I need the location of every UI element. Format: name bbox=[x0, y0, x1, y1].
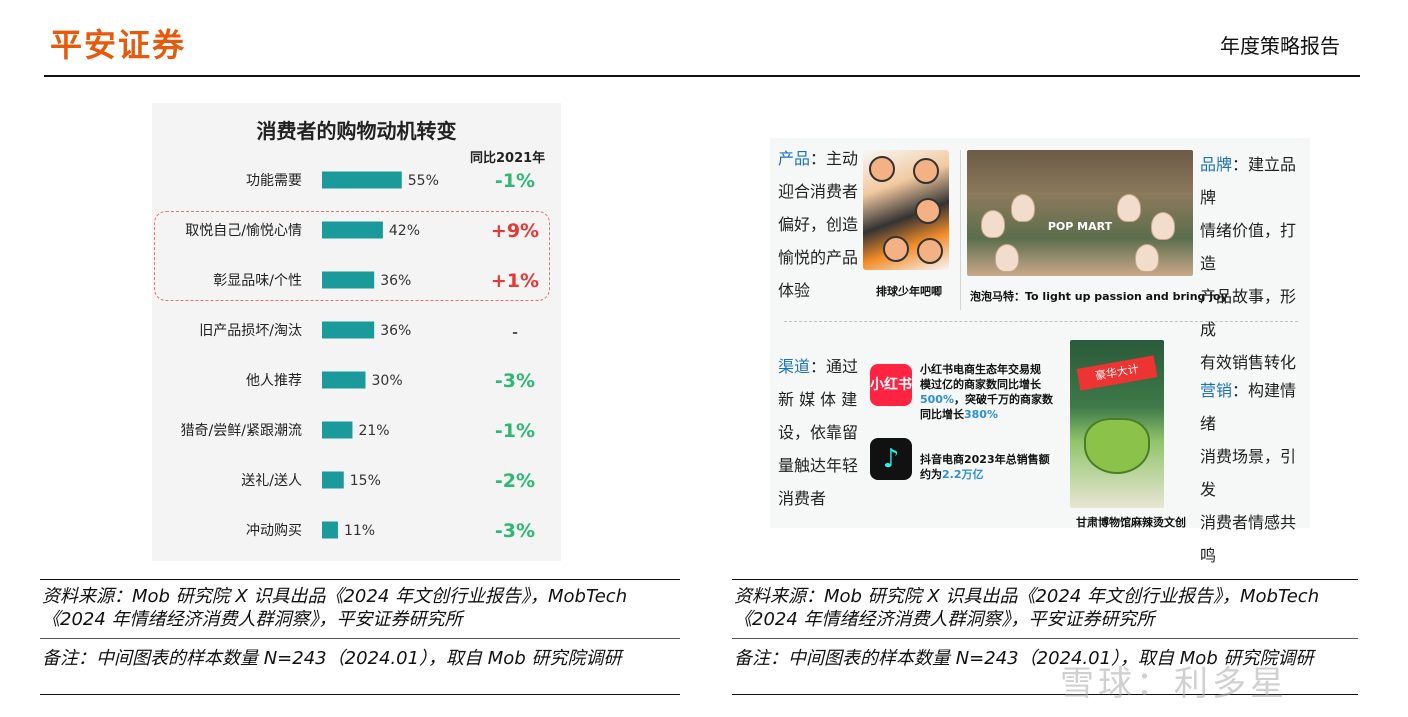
popmart-caption: 泡泡马特：To light up passion and bring joy bbox=[970, 290, 1228, 303]
category-label: 取悦自己/愉悦心情 bbox=[185, 223, 302, 239]
product-line: 偏好，创造 bbox=[778, 215, 859, 234]
bar bbox=[322, 221, 383, 239]
header-divider bbox=[44, 75, 1360, 77]
category-label: 送礼/送人 bbox=[241, 473, 302, 489]
category-label: 猎奇/尝鲜/紧跟潮流 bbox=[181, 422, 302, 439]
footnote-divider bbox=[732, 638, 1358, 639]
channel-label: 渠道 bbox=[778, 357, 811, 376]
panel-vertical-divider bbox=[960, 150, 961, 310]
channel-line: ：通过 bbox=[810, 357, 859, 376]
brand-logo: 平安证券 bbox=[50, 26, 187, 64]
stat-line: 约为 bbox=[920, 468, 942, 481]
channel-line: 设，依靠留 bbox=[778, 423, 859, 442]
value-label: 36% bbox=[380, 273, 411, 289]
douyin-stats: 抖音电商2023年总销售额 约为2.2万亿 bbox=[920, 452, 1070, 482]
stat-highlight: 2.2万亿 bbox=[942, 468, 984, 481]
value-label: 30% bbox=[372, 373, 403, 389]
value-label: 15% bbox=[350, 473, 381, 489]
bar bbox=[322, 371, 366, 389]
brand-line: 产品故事，形成 bbox=[1200, 287, 1297, 339]
product-description: 产品：主动 迎合消费者 偏好，创造 愉悦的产品 体验 bbox=[778, 142, 868, 307]
watermark: 雪球：利多星 bbox=[1060, 664, 1288, 704]
product-label: 产品 bbox=[778, 149, 811, 168]
product-banner: 豪华大计 bbox=[1076, 355, 1158, 391]
marketing-line: 消费者情感共鸣 bbox=[1200, 513, 1297, 565]
yoy-change-label: -3% bbox=[495, 370, 535, 392]
brand-line: 有效销售转化 bbox=[1200, 353, 1297, 372]
stat-line: 抖音电商2023年总销售额 bbox=[920, 453, 1050, 466]
yoy-change-label: -1% bbox=[495, 170, 535, 192]
left-source-note: 资料来源：Mob 研究院 X 识具出品《2024 年文创行业报告》，MobTec… bbox=[42, 586, 628, 630]
popmart-logo: POP MART bbox=[1047, 220, 1113, 233]
bar bbox=[322, 321, 375, 339]
bar bbox=[322, 271, 375, 289]
brand-line: 情绪价值，打造 bbox=[1200, 221, 1297, 273]
yoy-column-header: 同比2021年 bbox=[470, 151, 546, 166]
douyin-logo: ♪ bbox=[870, 438, 912, 480]
haikyu-badge-image bbox=[863, 150, 949, 270]
brand-line: ：建立品牌 bbox=[1200, 155, 1297, 207]
product-line: 愉悦的产品 bbox=[778, 248, 859, 267]
stat-line: ，突破千万的商家数 bbox=[953, 393, 1053, 406]
museum-product-caption: 甘肃博物馆麻辣烫文创 bbox=[1076, 516, 1186, 529]
value-label: 11% bbox=[344, 523, 375, 539]
bar bbox=[322, 171, 402, 189]
stat-highlight: 500% bbox=[920, 393, 954, 406]
brand-description: 品牌：建立品牌 情绪价值，打造 产品故事，形成 有效销售转化 bbox=[1200, 148, 1310, 379]
category-label: 他人推荐 bbox=[246, 373, 302, 389]
channel-line: 新 媒 体 建 bbox=[778, 390, 858, 409]
left-remark-note: 备注：中间图表的样本数量 N=243（2024.01），取自 Mob 研究院调研 bbox=[42, 648, 622, 669]
channel-line: 消费者 bbox=[778, 489, 827, 508]
left-footnote-box: 资料来源：Mob 研究院 X 识具出品《2024 年文创行业报告》，MobTec… bbox=[40, 579, 680, 695]
chart-title: 消费者的购物动机转变 bbox=[256, 119, 457, 143]
bar bbox=[322, 421, 353, 439]
right-footnote-box: 资料来源：Mob 研究院 X 识具出品《2024 年文创行业报告》，MobTec… bbox=[732, 579, 1358, 695]
yoy-change-label: -3% bbox=[495, 520, 535, 542]
bar-chart: 功能需要 55% -1% 取悦自己/愉悦心情 42% +9% 彰显品味/个性 36% +1% 旧产… bbox=[181, 170, 540, 542]
stat-line: 同比增长 bbox=[920, 408, 964, 421]
xiaohongshu-logo: 小红书 bbox=[870, 364, 912, 406]
stat-highlight: 380% bbox=[964, 408, 998, 421]
value-label: 42% bbox=[389, 223, 420, 239]
panel-horizontal-divider bbox=[784, 321, 1298, 322]
footnote-divider bbox=[40, 638, 680, 639]
highlight-box bbox=[154, 211, 550, 301]
value-label: 55% bbox=[408, 173, 439, 189]
xiaohongshu-stats: 小红书电商生态年交易规 模过亿的商家数同比增长 500%，突破千万的商家数 同比… bbox=[920, 362, 1070, 422]
report-title: 年度策略报告 bbox=[1220, 34, 1340, 58]
haikyu-caption: 排球少年吧唧 bbox=[876, 285, 942, 298]
marketing-line: 消费场景，引发 bbox=[1200, 447, 1297, 499]
marketing-label: 营销 bbox=[1200, 381, 1233, 400]
value-label: 36% bbox=[380, 323, 411, 339]
marketing-description: 营销：构建情绪 消费场景，引发 消费者情感共鸣 bbox=[1200, 374, 1310, 572]
yoy-change-label: +9% bbox=[491, 220, 539, 242]
product-line: 体验 bbox=[778, 281, 811, 300]
pot-toy bbox=[1084, 418, 1150, 474]
popmart-image: POP MART bbox=[967, 150, 1193, 276]
channel-line: 量触达年轻 bbox=[778, 456, 859, 475]
marketing-line: ：构建情绪 bbox=[1200, 381, 1297, 433]
motivation-chart-panel: 消费者的购物动机转变 同比2021年 功能需要 55% -1% 取悦自己/愉悦心情 42… bbox=[152, 103, 561, 561]
channel-description: 渠道：通过 新 媒 体 建 设，依靠留 量触达年轻 消费者 bbox=[778, 350, 868, 515]
yoy-change-label: +1% bbox=[491, 270, 539, 292]
product-line: ：主动 bbox=[810, 149, 859, 168]
category-label: 旧产品损坏/淘汰 bbox=[199, 323, 302, 339]
value-label: 21% bbox=[358, 423, 389, 439]
right-source-note: 资料来源：Mob 研究院 X 识具出品《2024 年文创行业报告》，MobTec… bbox=[734, 586, 1320, 630]
product-line: 迎合消费者 bbox=[778, 182, 859, 201]
category-label: 冲动购买 bbox=[246, 523, 302, 539]
brand-label: 品牌 bbox=[1200, 155, 1233, 174]
strategy-panel: 产品：主动 迎合消费者 偏好，创造 愉悦的产品 体验 排球少年吧唧 POP MA… bbox=[770, 138, 1310, 565]
stat-line: 模过亿的商家数同比增长 bbox=[920, 378, 1041, 391]
yoy-change-label: -2% bbox=[495, 470, 535, 492]
category-label: 彰显品味/个性 bbox=[213, 272, 302, 289]
category-label: 功能需要 bbox=[246, 173, 302, 189]
bar bbox=[322, 521, 338, 539]
right-remark-note: 备注：中间图表的样本数量 N=243（2024.01），取自 Mob 研究院调研 bbox=[734, 648, 1314, 669]
bar bbox=[322, 471, 344, 489]
stat-line: 小红书电商生态年交易规 bbox=[920, 363, 1041, 376]
museum-product-image: 豪华大计 bbox=[1070, 340, 1164, 508]
yoy-change-label: -1% bbox=[495, 420, 535, 442]
yoy-change-label: - bbox=[512, 325, 518, 341]
